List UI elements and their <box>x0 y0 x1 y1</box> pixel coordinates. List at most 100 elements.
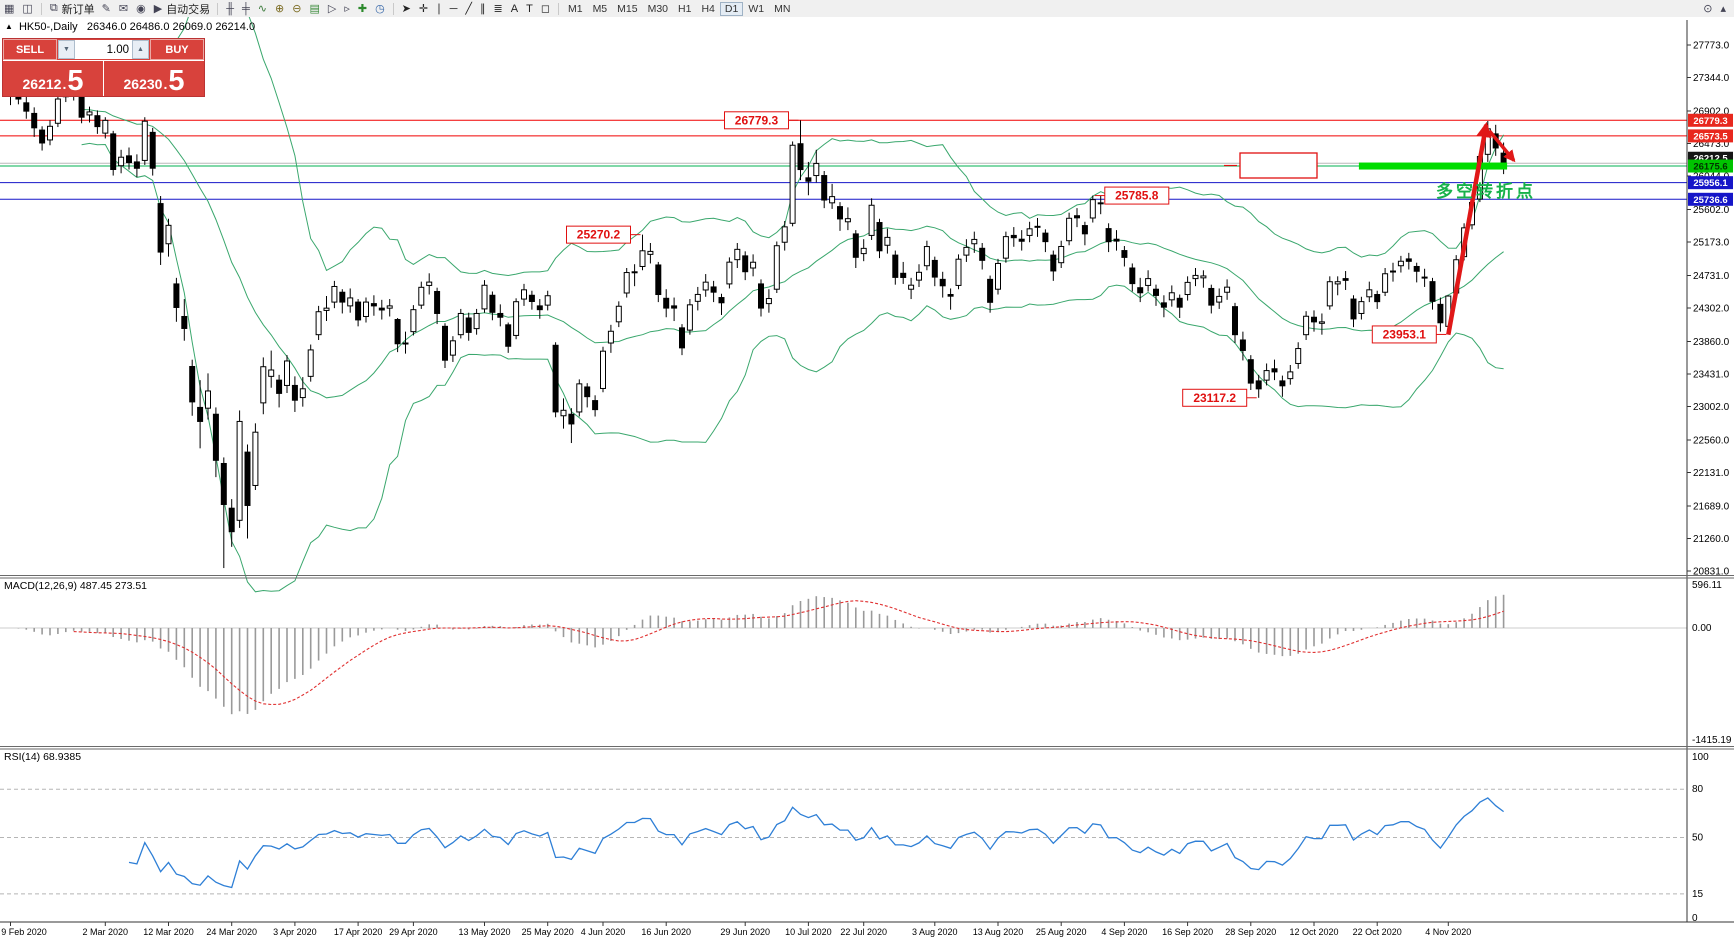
direction-up-icon: ▲ <box>5 22 13 31</box>
text-icon[interactable]: A <box>510 3 519 15</box>
timeframe-button-m30[interactable]: M30 <box>647 2 669 15</box>
autotrading-icon[interactable]: ▶ <box>153 3 163 15</box>
timeframe-group: M1 M5 M15 M30 H1 H4 D1 W1 MN <box>563 1 795 16</box>
svg-text:80: 80 <box>1692 784 1704 795</box>
date-axis[interactable]: 9 Feb 2020 2 Mar 2020 12 Mar 2020 24 Mar 20… <box>0 921 1734 937</box>
periods-clock-icon[interactable]: ◷ <box>375 3 385 15</box>
trendline-icon[interactable]: ╱ <box>465 3 473 15</box>
timeframe-button-m15[interactable]: M15 <box>617 2 638 15</box>
shapes-icon[interactable]: ◻ <box>540 3 550 15</box>
mailbox-icon[interactable]: ✉ <box>118 3 129 15</box>
trend-arrow[interactable] <box>1488 129 1516 163</box>
main-chart[interactable]: 26779.3 25270.2 25785.8 23117.2 23953.1 26175… <box>0 17 1734 939</box>
svg-text:26902.0: 26902.0 <box>1693 106 1730 117</box>
svg-text:2 Mar 2020: 2 Mar 2020 <box>83 927 129 937</box>
market-watch-icon[interactable]: ◫ <box>22 3 33 15</box>
svg-text:24 Mar 2020: 24 Mar 2020 <box>206 927 257 937</box>
search-icon[interactable]: ⊙ <box>1703 3 1713 15</box>
toolbar-right-icons: ⊙ ▴ <box>1699 2 1734 15</box>
svg-text:29 Jun 2020: 29 Jun 2020 <box>720 927 770 937</box>
svg-text:16 Sep 2020: 16 Sep 2020 <box>1162 927 1213 937</box>
sell-price-box[interactable]: 26212 . 5 <box>3 61 103 96</box>
svg-text:25956.1: 25956.1 <box>1693 178 1728 189</box>
turning-point-note: 多空转折点 <box>1436 181 1536 201</box>
svg-text:17 Apr 2020: 17 Apr 2020 <box>334 927 383 937</box>
svg-text:16 Jun 2020: 16 Jun 2020 <box>641 927 691 937</box>
highlight-level-bar[interactable] <box>1358 162 1508 170</box>
tile-windows-icon[interactable]: ▤ <box>309 3 320 15</box>
styler-icon[interactable]: ✎ <box>101 3 111 15</box>
candlestick-series <box>7 82 1507 569</box>
axis-price-badge <box>1688 192 1733 206</box>
svg-text:20831.0: 20831.0 <box>1693 567 1730 578</box>
sell-price-main: 26212 <box>22 76 62 92</box>
timeframe-button-m5[interactable]: M5 <box>592 2 608 15</box>
volume-decrease-icon[interactable]: ▼ <box>58 40 75 59</box>
sell-price-big-digit: 5 <box>67 65 84 98</box>
rsi-panel: RSI(14) 68.9385 100 80 50 15 0 <box>0 751 1709 924</box>
line-chart-icon[interactable]: ∿ <box>257 3 267 15</box>
hline-icon[interactable]: ─ <box>449 3 458 15</box>
focus-price-label[interactable] <box>1239 152 1318 179</box>
collapse-icon[interactable]: ▴ <box>1720 3 1726 15</box>
tester-icon[interactable]: ▷ <box>327 3 337 15</box>
svg-text:27773.0: 27773.0 <box>1693 41 1730 52</box>
axis-price-badge <box>1688 113 1733 127</box>
svg-text:23117.2: 23117.2 <box>1193 391 1236 405</box>
zoom-in-icon[interactable]: ⊕ <box>275 3 285 15</box>
autotrading-button[interactable]: 自动交易 <box>166 3 211 16</box>
svg-text:3 Aug 2020: 3 Aug 2020 <box>912 927 958 937</box>
svg-text:23431.0: 23431.0 <box>1693 370 1730 381</box>
svg-text:23953.1: 23953.1 <box>1383 327 1427 341</box>
axis-price-badge <box>1688 176 1733 190</box>
candle-chart-icon[interactable]: ╪ <box>241 3 250 15</box>
svg-text:25602.0: 25602.0 <box>1693 205 1730 216</box>
indicators-add-icon[interactable]: ✚ <box>357 3 368 15</box>
svg-text:9 Feb 2020: 9 Feb 2020 <box>1 927 47 937</box>
crosshair-icon[interactable]: ✛ <box>418 3 429 15</box>
svg-text:22 Oct 2020: 22 Oct 2020 <box>1353 927 1402 937</box>
buy-button[interactable]: BUY <box>150 39 204 60</box>
svg-text:26779.3: 26779.3 <box>1693 116 1727 127</box>
buy-price-box[interactable]: 26230 . 5 <box>104 61 204 96</box>
volume-input[interactable] <box>75 40 132 59</box>
ohlc-values: 26346.0 26486.0 26069.0 26214.0 <box>86 21 256 33</box>
trend-arrow[interactable] <box>1446 121 1492 336</box>
svg-text:26779.3: 26779.3 <box>735 113 779 127</box>
fibonacci-icon[interactable]: ≣ <box>493 3 503 15</box>
horizontal-level-lines[interactable] <box>0 119 1687 200</box>
timeframe-button-w1[interactable]: W1 <box>748 2 765 15</box>
volume-increase-icon[interactable]: ▲ <box>132 40 149 59</box>
label-icon[interactable]: T <box>526 3 533 15</box>
charts-grid-icon[interactable]: ▦ <box>4 3 15 15</box>
new-order-button[interactable]: 新订单 <box>61 3 95 16</box>
timeframe-button-mn[interactable]: MN <box>774 2 791 15</box>
new-order-icon[interactable]: ⧉ <box>49 2 58 14</box>
timeframe-button-h1[interactable]: H1 <box>678 2 692 15</box>
svg-text:25 Aug 2020: 25 Aug 2020 <box>1036 927 1087 937</box>
cursor-icon[interactable]: ➤ <box>401 3 411 15</box>
drawing-tool-icons: ➤ ✛ ∣ ─ ╱ ∥ ≣ A T ◻ <box>398 2 554 15</box>
svg-text:23002.0: 23002.0 <box>1693 402 1730 413</box>
tester-step-icon[interactable]: ▹ <box>344 3 350 15</box>
signals-icon[interactable]: ◉ <box>136 3 146 15</box>
sell-button[interactable]: SELL <box>3 39 57 60</box>
rsi-label: RSI(14) 68.9385 <box>4 751 81 763</box>
svg-text:4 Sep 2020: 4 Sep 2020 <box>1101 927 1147 937</box>
svg-text:0.00: 0.00 <box>1692 623 1712 634</box>
svg-text:22131.0: 22131.0 <box>1693 468 1730 479</box>
svg-text:4 Jun 2020: 4 Jun 2020 <box>581 927 626 937</box>
zoom-out-icon[interactable]: ⊖ <box>292 3 302 15</box>
vline-icon[interactable]: ∣ <box>436 3 442 15</box>
timeframe-button-h4[interactable]: H4 <box>701 2 715 15</box>
bar-chart-icon[interactable]: ╫ <box>226 3 234 15</box>
svg-text:26573.5: 26573.5 <box>1693 131 1728 142</box>
timeframe-button-m1[interactable]: M1 <box>567 2 583 15</box>
channel-icon[interactable]: ∥ <box>480 3 486 15</box>
symbol-period-label: HK50-,Daily <box>18 21 78 33</box>
buy-price-main: 26230 <box>123 76 163 92</box>
trade-panel-price-row: 26212 . 5 26230 . 5 <box>3 61 204 96</box>
price-axis[interactable]: 27773.027344.026902.026473.026044.025602… <box>1686 20 1733 922</box>
timeframe-button-d1[interactable]: D1 <box>719 1 744 16</box>
svg-text:13 Aug 2020: 13 Aug 2020 <box>973 927 1024 937</box>
